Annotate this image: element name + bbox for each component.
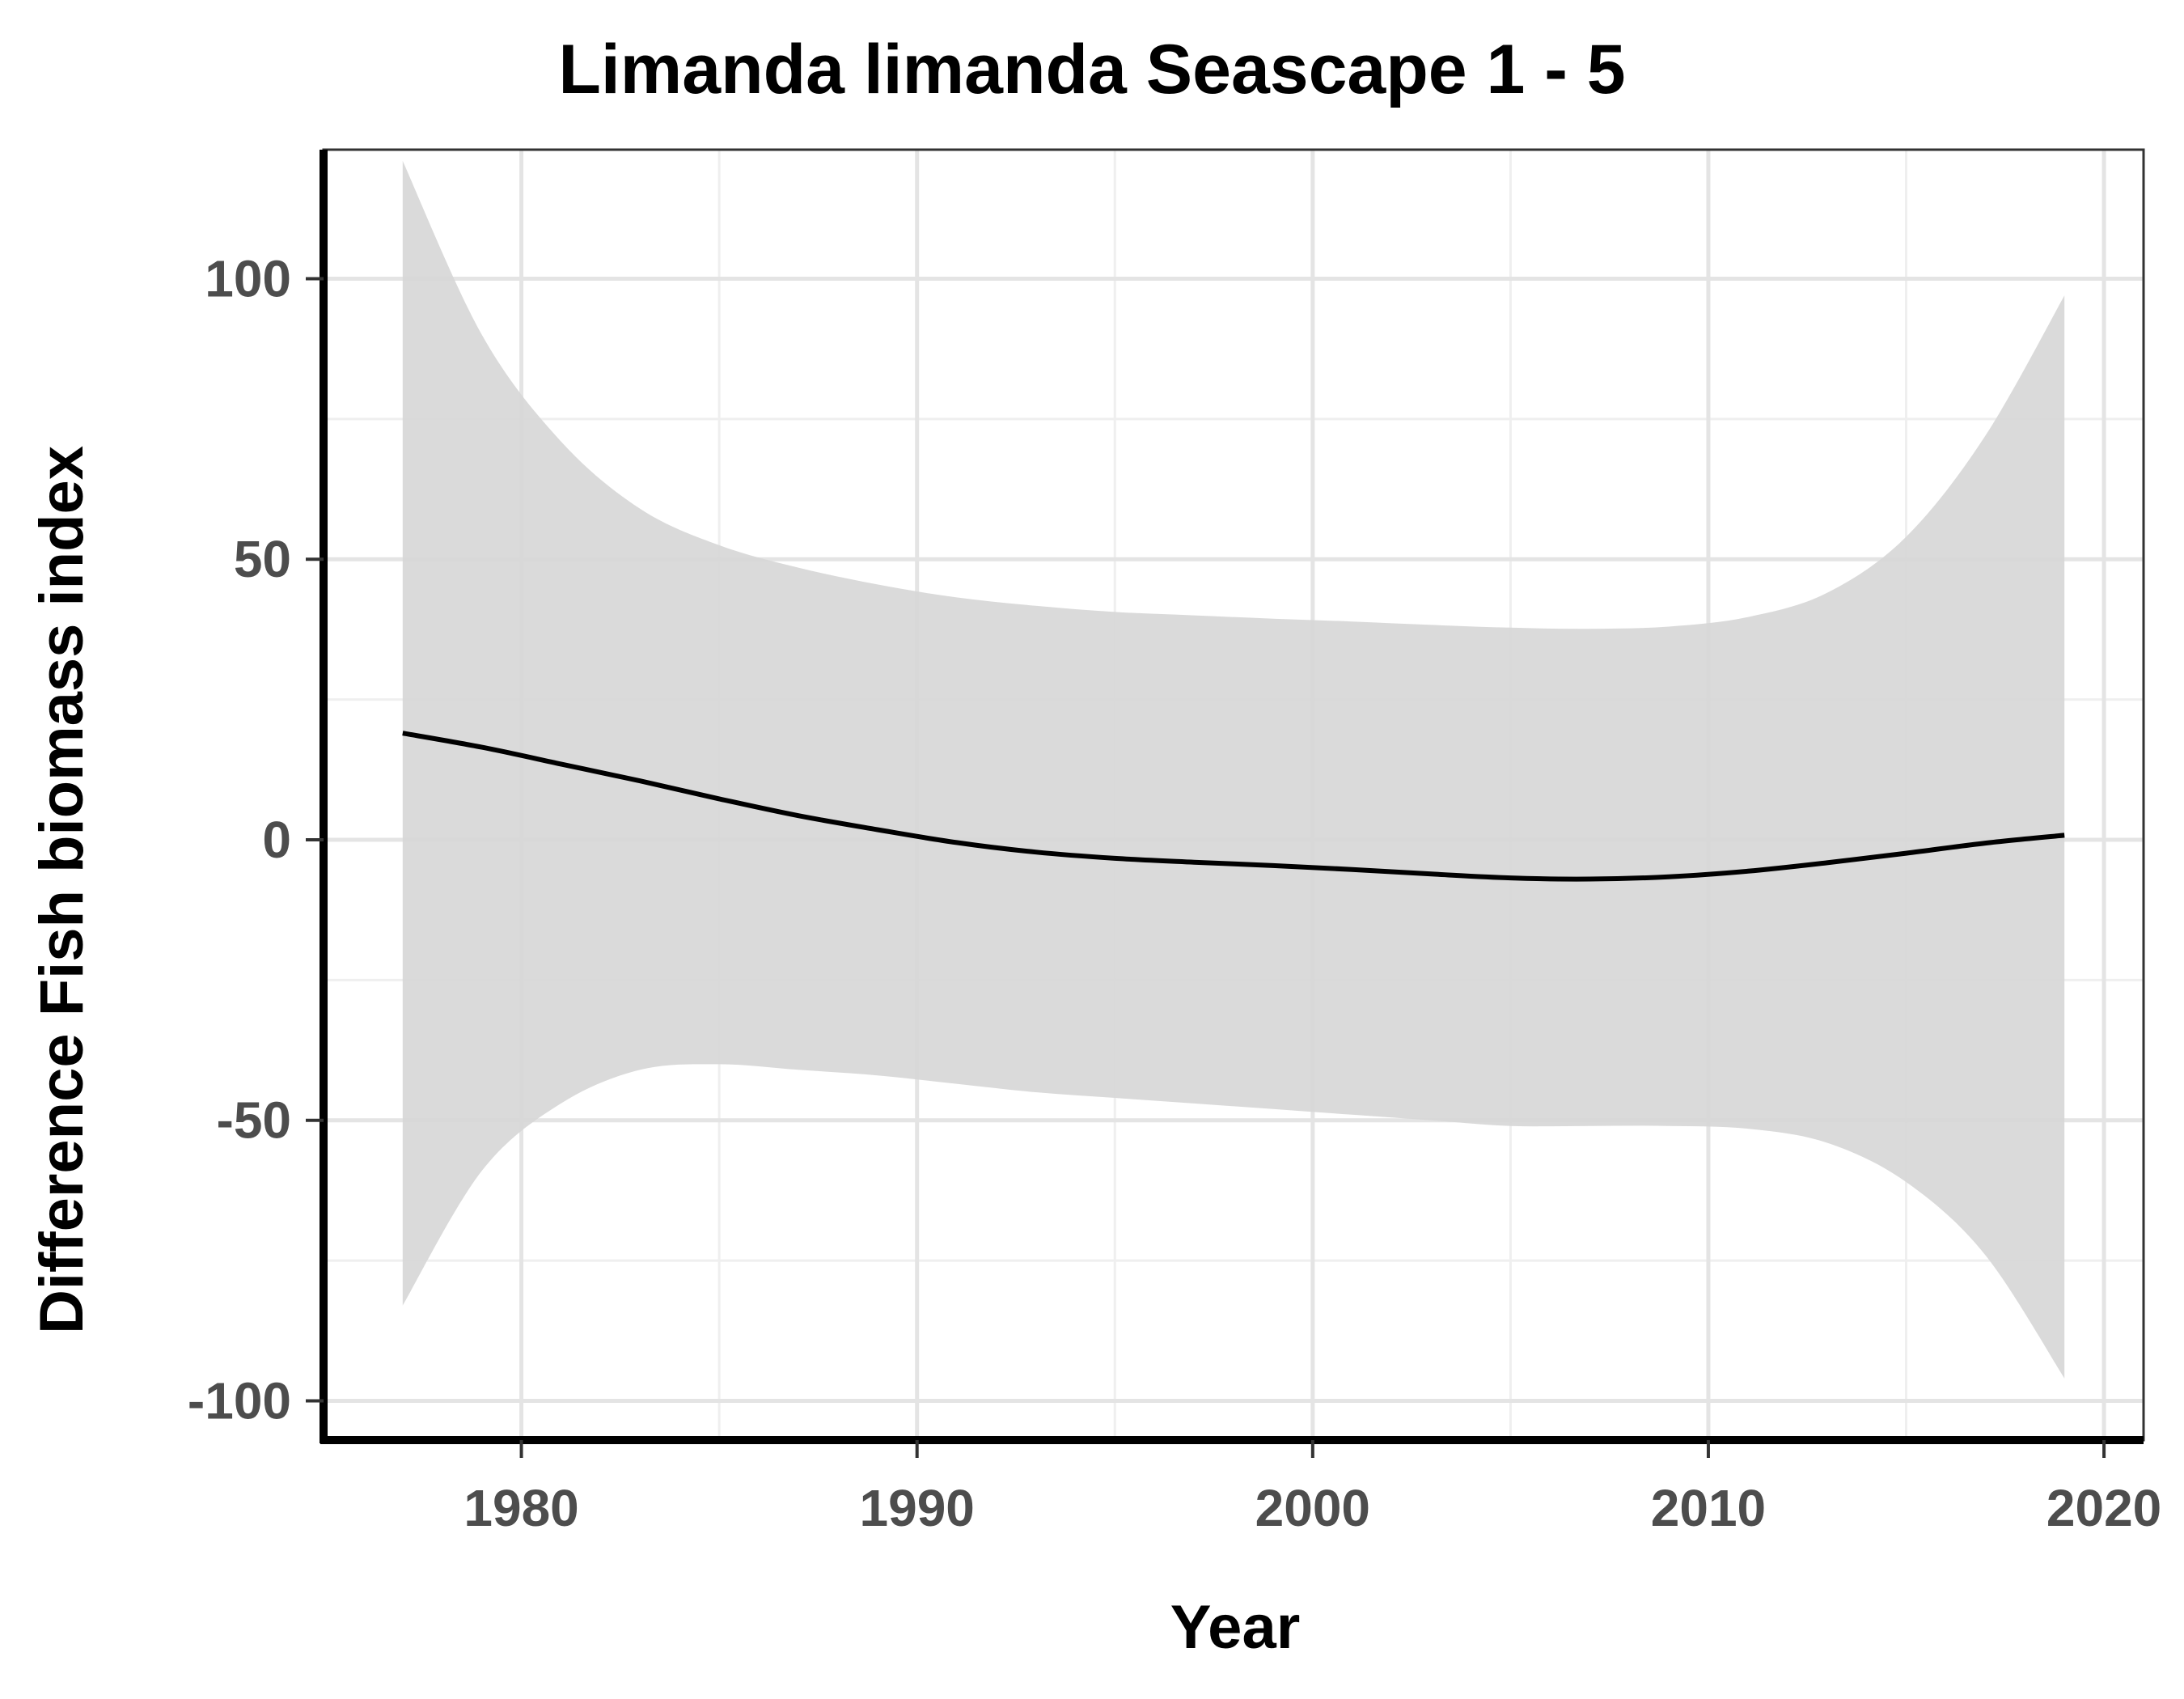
y-axis-title: Difference Fish biomass index xyxy=(28,446,96,1334)
x-tick-label: 2010 xyxy=(1651,1479,1766,1537)
chart-title: Limanda limanda Seascape 1 - 5 xyxy=(558,31,1625,108)
y-tick-label: 100 xyxy=(205,250,291,308)
y-tick-label: 0 xyxy=(262,811,291,869)
y-axis-ticks: -100 -50 0 50 100 xyxy=(188,250,324,1430)
series-line xyxy=(402,731,2065,882)
x-axis-ticks: 1980 1990 2000 2010 2020 xyxy=(463,1440,2161,1537)
y-tick-label: -50 xyxy=(217,1091,292,1150)
x-tick-label: 1980 xyxy=(463,1479,578,1537)
y-tick-label: 50 xyxy=(234,530,291,588)
x-tick-label: 1990 xyxy=(860,1479,975,1537)
x-tick-label: 2000 xyxy=(1255,1479,1370,1537)
y-tick-label: -100 xyxy=(188,1371,291,1430)
x-tick-label: 2020 xyxy=(2046,1479,2161,1537)
x-axis-title: Year xyxy=(1170,1593,1301,1662)
confidence-band xyxy=(402,160,2065,1379)
